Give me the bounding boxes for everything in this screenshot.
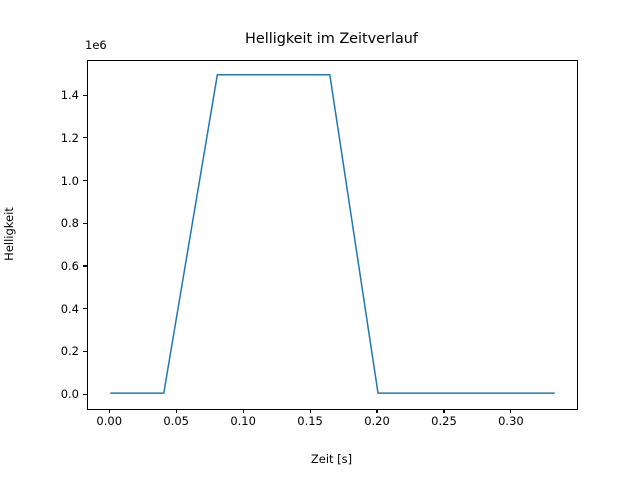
y-tick-mark — [83, 308, 87, 310]
y-tick-mark — [83, 94, 87, 96]
x-tick-label: 0.25 — [431, 414, 457, 428]
line-series-helligkeit — [88, 61, 577, 409]
y-tick-mark — [83, 180, 87, 182]
y-tick-label: 0.2 — [60, 344, 79, 359]
x-tick-label: 0.15 — [297, 414, 323, 428]
x-tick-label: 0.10 — [230, 414, 256, 428]
series-polyline — [110, 75, 555, 393]
x-tick-mark — [443, 409, 445, 413]
y-tick-mark — [83, 265, 87, 267]
plot-data-area — [88, 61, 577, 409]
x-tick-mark — [510, 409, 512, 413]
y-tick-label: 1.0 — [60, 173, 79, 188]
x-tick-mark — [309, 409, 311, 413]
y-tick-mark — [83, 350, 87, 353]
x-tick-mark — [242, 409, 244, 413]
y-tick-label: 0.6 — [60, 259, 79, 274]
y-tick-label: 0.8 — [60, 216, 79, 231]
x-tick-mark — [108, 409, 110, 413]
y-tick-mark — [83, 393, 87, 395]
y-tick-mark — [83, 222, 87, 224]
y-tick-label: 0.0 — [60, 387, 79, 402]
x-axis-label: Zeit [s] — [310, 452, 353, 466]
plot-axes-frame — [87, 60, 578, 410]
x-tick-label: 0.30 — [498, 414, 524, 428]
x-tick-label: 0.00 — [96, 414, 123, 428]
y-axis-offset-label: 1e6 — [85, 38, 107, 52]
x-tick-mark — [175, 409, 177, 413]
x-tick-mark — [376, 409, 378, 413]
y-tick-label: 0.4 — [60, 301, 79, 316]
y-tick-mark — [83, 137, 87, 139]
y-tick-label: 1.2 — [60, 130, 79, 145]
x-tick-label: 0.20 — [364, 414, 390, 428]
x-tick-label: 0.05 — [163, 414, 189, 428]
chart-title: Helligkeit im Zeitverlauf — [245, 31, 418, 47]
y-axis-label: Helligkeit — [2, 207, 16, 261]
y-tick-label: 1.4 — [60, 88, 79, 103]
